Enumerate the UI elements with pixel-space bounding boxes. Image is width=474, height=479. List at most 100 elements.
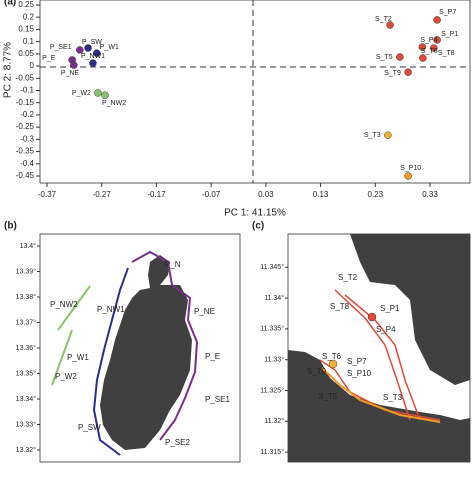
site-label: S_T8: [330, 302, 350, 311]
panel-a-frame: [39, 0, 471, 184]
y-tick-label: 13.37°: [16, 318, 37, 326]
y-tick-label: -0.45: [16, 171, 35, 180]
site-label: S_P10: [347, 369, 372, 378]
x-tick-label: 0.23: [368, 190, 384, 199]
y-tick-label: 11.345°: [260, 263, 284, 271]
point-label: P_W1: [100, 44, 119, 51]
y-tick-label: 13.36°: [16, 344, 37, 352]
x-tick-label: 0.03: [258, 190, 274, 199]
point-label: S_T5: [376, 54, 393, 61]
y-tick-label: -0.15: [16, 98, 35, 107]
point: [430, 44, 438, 52]
y-tick-label: 11.335°: [260, 325, 284, 333]
site-label: P_NW1: [97, 305, 125, 314]
site-label: S_P4: [376, 325, 396, 334]
site-label: S_T3: [383, 393, 403, 402]
point-label: P_SE1: [50, 44, 72, 51]
point-label: P_NW2: [102, 100, 126, 107]
point-label: S_P4: [420, 37, 437, 44]
x-tick-label: 0.13: [313, 190, 329, 199]
y-tick-label: 11.315°: [260, 448, 284, 456]
point-label: S_P10: [400, 165, 421, 172]
point: [386, 21, 394, 29]
point-label: S_T6: [421, 48, 438, 55]
point: [384, 131, 392, 139]
point-label: P_E: [42, 55, 56, 62]
y-tick-label: -0.3: [20, 134, 34, 143]
point-label: S_T2: [375, 16, 392, 23]
point-label: S_T9: [384, 70, 401, 77]
point: [89, 59, 97, 67]
y-tick-label: 0.15: [18, 25, 34, 34]
y-tick-label: 13.35°: [16, 369, 37, 377]
point: [101, 91, 109, 99]
site-label: S_T5: [318, 392, 338, 401]
site-label: P_W2: [55, 372, 77, 381]
y-tick-label: 11.32°: [264, 417, 284, 425]
point: [433, 16, 441, 24]
y-tick-label: 13.38°: [16, 293, 37, 301]
point: [419, 54, 427, 62]
point: [396, 53, 404, 61]
site-label: P_N: [165, 260, 181, 269]
y-tick-label: 0.25: [18, 0, 34, 9]
x-tick-label: 0.33: [422, 190, 438, 199]
site-label: P_W1: [67, 353, 89, 362]
y-tick-label: 0: [30, 61, 35, 70]
site-label: S_T6: [322, 352, 342, 361]
point-label: P_SW: [82, 39, 102, 46]
y-tick-label: 11.34°: [264, 294, 284, 302]
y-tick-label: 13.34°: [16, 395, 37, 403]
site-label: P_NW2: [50, 300, 78, 309]
y-tick-label: 0.1: [23, 37, 35, 46]
x-tick-label: -0.37: [38, 190, 57, 199]
site-marker: [328, 359, 338, 369]
transect: [131, 250, 199, 441]
x-axis-label: PC 1: 41.15%: [224, 208, 286, 219]
point-label: S_P7: [439, 9, 456, 16]
x-tick-label: -0.17: [147, 190, 166, 199]
transect: [92, 267, 129, 456]
y-tick-label: 11.325°: [260, 386, 284, 394]
site-label: S_T9: [307, 367, 327, 376]
site-label: P_SE2: [165, 438, 190, 447]
island: [100, 255, 192, 450]
land: [350, 234, 470, 385]
y-tick-label: 13.39°: [16, 267, 37, 275]
panel-label: (a): [4, 0, 16, 8]
site-label: P_SE1: [205, 395, 230, 404]
site-label: S_P1: [380, 304, 400, 313]
y-tick-label: -0.05: [16, 73, 35, 82]
point-label: S_T3: [364, 132, 381, 139]
point: [93, 49, 101, 57]
y-tick-label: 13.33°: [16, 420, 37, 428]
site-label: S_T2: [338, 273, 358, 282]
site-label: P_E: [205, 352, 220, 361]
y-tick-label: -0.35: [16, 147, 35, 156]
point: [418, 43, 427, 51]
y-tick-label: -0.2: [20, 110, 34, 119]
y-tick-label: -0.25: [16, 122, 35, 131]
point: [70, 61, 78, 69]
site-label: P_SW: [78, 423, 101, 432]
panel-label: (c): [252, 221, 264, 232]
transect: [321, 367, 441, 423]
point: [84, 44, 92, 52]
y-tick-label: -0.1: [20, 86, 34, 95]
y-tick-label: 13.4°: [20, 242, 37, 250]
point: [433, 36, 441, 44]
site-label: S_P7: [347, 357, 367, 366]
transect: [51, 285, 91, 386]
x-tick-label: -0.07: [202, 190, 221, 199]
point-label: S_T8: [438, 50, 455, 57]
point-label: P_W2: [72, 90, 91, 97]
y-tick-label: 13.32°: [16, 446, 37, 454]
point-label: S_P1: [441, 31, 458, 38]
site-label: P_NE: [194, 307, 215, 316]
point-label: P_NW1: [81, 53, 105, 60]
y-tick-label: 11.33°: [264, 356, 284, 364]
site-marker: [367, 312, 377, 322]
land: [288, 350, 470, 462]
y-tick-label: 0.05: [18, 49, 34, 58]
